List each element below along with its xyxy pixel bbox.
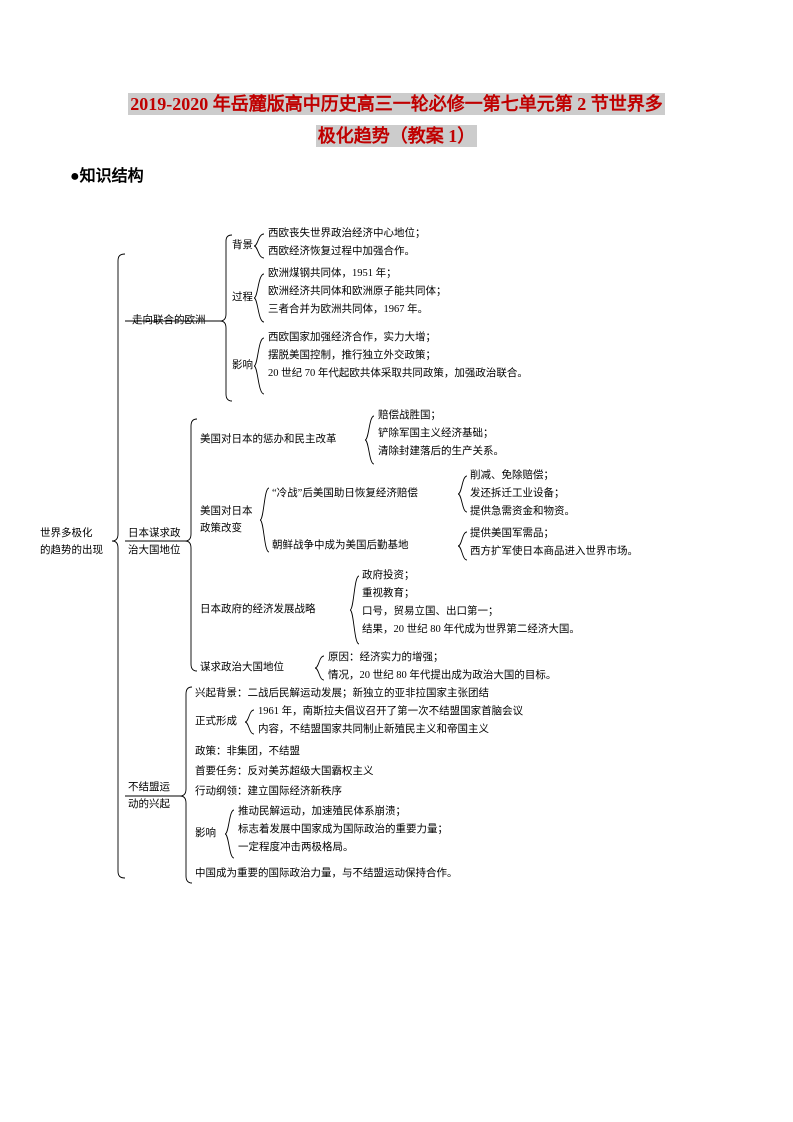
b3-c5-l3: 一定程度冲击两极格局。 xyxy=(238,840,354,857)
b2-c3-pl2: 情况，20 世纪 80 年代提出成为政治大国的目标。 xyxy=(328,668,556,685)
b3-c3: 首要任务：反对美苏超级大国霸权主义 xyxy=(195,764,374,781)
b2-c0-l1: 赔偿战胜国； xyxy=(378,408,441,425)
b2-l2: 治大国地位 xyxy=(128,545,181,556)
root-node: 世界多极化 的趋势的出现 xyxy=(40,526,103,560)
b1-bg-label: 背景 xyxy=(232,238,253,255)
document-page: 2019-2020 年岳麓版高中历史高三一轮必修一第七单元第 2 节世界多 极化… xyxy=(0,0,793,1122)
b1-proc-l2: 欧洲经济共同体和欧洲原子能共同体； xyxy=(268,284,447,301)
b2-c1-s0-l3: 提供急需资金和物资。 xyxy=(470,504,575,521)
branch2-label: 日本谋求政 治大国地位 xyxy=(128,526,181,560)
title-row1: 2019-2020 年岳麓版高中历史高三一轮必修一第七单元第 2 节世界多 xyxy=(70,90,723,116)
branch3-label: 不结盟运 动的兴起 xyxy=(128,780,170,814)
b1-inf-l3: 20 世纪 70 年代起欧共体采取共同政策，加强政治联合。 xyxy=(268,366,528,383)
b2-l1: 日本谋求政 xyxy=(128,528,181,539)
b2-c3-v1: 经济实力的增强； xyxy=(360,652,444,663)
b2-c1-label: 美国对日本 政策改变 xyxy=(200,504,253,538)
b3-c4: 行动纲领：建立国际经济新秩序 xyxy=(195,784,342,801)
root-l1: 世界多极化 xyxy=(40,528,93,539)
b1-proc-l1: 欧洲煤钢共同体，1951 年； xyxy=(268,266,397,283)
b2-c1-s0-label: “冷战”后美国助日恢复经济赔偿 xyxy=(272,486,418,503)
b2-c3-k1: 原因： xyxy=(328,652,360,663)
b2-c2-l2: 重视教育； xyxy=(362,586,415,603)
b2-c2-l4: 结果，20 世纪 80 年代成为世界第二经济大国。 xyxy=(362,622,580,639)
knowledge-tree-diagram: 世界多极化 的趋势的出现 走向联合的欧洲 背景 西欧丧失世界政治经济中心地位； … xyxy=(40,226,700,886)
b2-c3-k2: 情况， xyxy=(328,670,360,681)
b2-c2-label: 日本政府的经济发展战略 xyxy=(200,602,316,619)
b2-c1-l2: 政策改变 xyxy=(200,523,242,534)
b2-c1-s0-l2: 发还拆迁工业设备； xyxy=(470,486,565,503)
b2-c1-s1-l1: 提供美国军需品； xyxy=(470,526,554,543)
b3-c0: 兴起背景：二战后民解运动发展；新独立的亚非拉国家主张团结 xyxy=(195,686,489,703)
doc-title-line1: 2019-2020 年岳麓版高中历史高三一轮必修一第七单元第 2 节世界多 xyxy=(128,93,665,115)
b2-c1-s1-label: 朝鲜战争中成为美国后勤基地 xyxy=(272,538,409,555)
branch1-label: 走向联合的欧洲 xyxy=(132,313,206,330)
b2-c2-l1: 政府投资； xyxy=(362,568,415,585)
b3-c5-l2: 标志着发展中国家成为国际政治的重要力量； xyxy=(238,822,448,839)
title-row2: 极化趋势（教案 1） xyxy=(70,122,723,148)
b1-bg-l2: 西欧经济恢复过程中加强合作。 xyxy=(268,244,415,261)
b2-c1-s1-l2: 西方扩军使日本商品进入世界市场。 xyxy=(470,544,638,561)
b1-inf-label: 影响 xyxy=(232,358,253,375)
b1-inf-l2: 摆脱美国控制，推行独立外交政策； xyxy=(268,348,436,365)
doc-title-line2: 极化趋势（教案 1） xyxy=(316,125,478,147)
root-l2: 的趋势的出现 xyxy=(40,545,103,556)
b3-c6: 中国成为重要的国际政治力量，与不结盟运动保持合作。 xyxy=(195,866,458,883)
b1-bg-l1: 西欧丧失世界政治经济中心地位； xyxy=(268,226,426,243)
b3-c5-l1: 推动民解运动，加速殖民体系崩溃； xyxy=(238,804,406,821)
b1-proc-label: 过程 xyxy=(232,290,253,307)
b2-c3-label: 谋求政治大国地位 xyxy=(200,660,284,677)
b2-c2-l3: 口号，贸易立国、出口第一； xyxy=(362,604,499,621)
b2-c3-v2: 20 世纪 80 年代提出成为政治大国的目标。 xyxy=(360,670,557,681)
b3-c1-l1: 1961 年，南斯拉夫倡议召开了第一次不结盟国家首脑会议 xyxy=(258,704,523,721)
b3-c5-label: 影响 xyxy=(195,826,216,843)
b3-l1: 不结盟运 xyxy=(128,782,170,793)
b3-c1-label: 正式形成 xyxy=(195,714,237,731)
b2-c0-label: 美国对日本的惩办和民主改革 xyxy=(200,432,337,449)
b1-proc-l3: 三者合并为欧洲共同体，1967 年。 xyxy=(268,302,428,319)
b3-l2: 动的兴起 xyxy=(128,799,170,810)
b2-c3-pl1: 原因：经济实力的增强； xyxy=(328,650,444,667)
b2-c1-s0-l1: 削减、免除赔偿； xyxy=(470,468,554,485)
section-heading: ●知识结构 xyxy=(70,162,723,186)
b2-c0-l3: 清除封建落后的生产关系。 xyxy=(378,444,504,461)
b2-c1-l1: 美国对日本 xyxy=(200,506,253,517)
b1-inf-l1: 西欧国家加强经济合作，实力大增； xyxy=(268,330,436,347)
b3-c2: 政策：非集团，不结盟 xyxy=(195,744,300,761)
b3-c1-l2: 内容，不结盟国家共同制止新殖民主义和帝国主义 xyxy=(258,722,489,739)
b2-c0-l2: 铲除军国主义经济基础； xyxy=(378,426,494,443)
